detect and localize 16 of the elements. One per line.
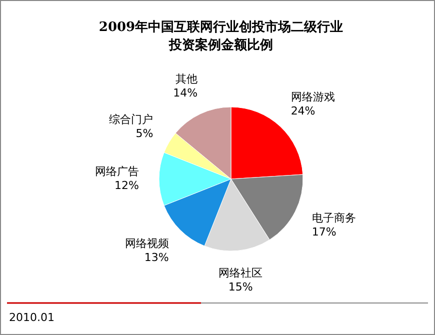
data-label: 13% — [144, 251, 169, 264]
slice-label: 网络游戏 — [290, 90, 335, 104]
data-label: 14% — [173, 86, 198, 100]
data-label: 17% — [312, 225, 336, 238]
slice-label: 网络视频 — [124, 237, 169, 250]
data-label: 15% — [228, 280, 253, 294]
data-label: 24% — [290, 104, 316, 118]
slice-label: 综合门户 — [109, 113, 154, 126]
slice-label: 网络广告 — [95, 165, 139, 178]
chart-title: 2009年中国互联网行业创投市场二级行业投资案例金额比例 — [98, 19, 344, 55]
text: 2010.01 — [9, 311, 54, 324]
data-label: 5% — [136, 127, 154, 140]
data-label: 12% — [114, 179, 139, 192]
slice-label: 电子商务 — [312, 211, 356, 224]
slice-label: 其他 — [176, 72, 198, 86]
slice-label: 网络社区 — [218, 266, 263, 280]
